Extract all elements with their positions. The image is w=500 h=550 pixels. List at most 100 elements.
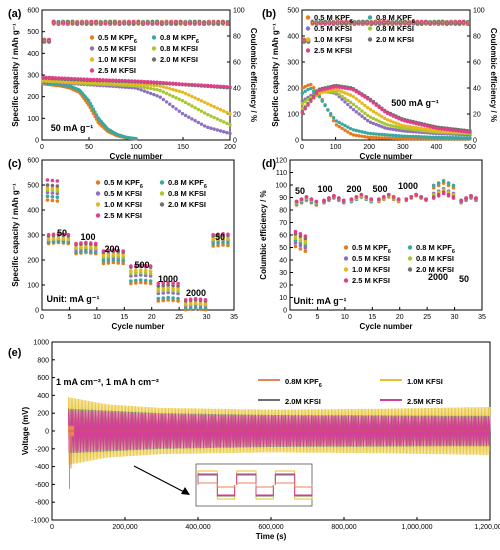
legend-label: 0.8M KPF6 — [285, 377, 322, 389]
ce-point — [331, 20, 336, 25]
data-point — [126, 79, 131, 83]
data-point — [408, 134, 413, 139]
data-point — [357, 91, 361, 96]
data-point — [383, 116, 387, 121]
data-point — [55, 195, 60, 200]
data-point — [354, 133, 359, 138]
data-point — [422, 123, 427, 128]
data-point — [371, 135, 376, 140]
data-point — [121, 252, 125, 257]
data-point — [202, 83, 207, 87]
data-point — [130, 79, 134, 83]
data-point — [121, 261, 125, 266]
data-point — [134, 137, 138, 141]
conditions-annotation: 1 mA cm⁻², 1 mA h cm⁻² — [56, 377, 159, 387]
y-axis-label: Columbic efficiency / % — [259, 190, 268, 279]
y-tick-label: 70 — [279, 220, 287, 227]
data-point — [203, 297, 208, 302]
data-point — [314, 199, 319, 204]
data-point — [363, 103, 367, 108]
data-point — [405, 127, 410, 131]
data-point — [221, 243, 225, 247]
y2-tick-label: 20 — [473, 112, 481, 119]
data-point — [417, 126, 421, 130]
data-point — [56, 231, 61, 236]
legend-marker — [305, 26, 311, 31]
data-point — [148, 279, 153, 283]
ce-point — [84, 20, 89, 25]
data-point — [385, 123, 390, 127]
data-point — [176, 291, 180, 296]
data-point — [183, 113, 188, 118]
data-point — [129, 264, 133, 268]
data-point — [148, 264, 153, 268]
data-point — [101, 252, 106, 257]
data-point — [351, 133, 356, 137]
ce-point — [302, 38, 307, 43]
y-tick-label: 80 — [279, 208, 287, 215]
data-point — [134, 268, 138, 273]
data-point — [45, 194, 50, 199]
data-point — [51, 236, 56, 240]
data-point — [180, 82, 185, 86]
ce-point — [70, 19, 75, 24]
data-point — [397, 134, 401, 138]
data-point — [176, 296, 180, 301]
ce-point — [318, 21, 323, 26]
x-tick-label: 600,000 — [258, 524, 283, 531]
rate-label: 1000 — [398, 181, 418, 191]
data-point — [45, 178, 50, 182]
data-point — [354, 110, 359, 114]
data-point — [45, 183, 50, 187]
data-point — [79, 244, 83, 249]
data-point — [419, 126, 424, 131]
ce-point — [150, 19, 155, 24]
ce-point — [449, 20, 454, 25]
x-tick-label: 50 — [85, 144, 93, 151]
data-point — [198, 306, 203, 310]
data-point — [334, 85, 339, 89]
legend-marker — [89, 57, 95, 62]
x-tick-label: 200 — [363, 144, 375, 151]
data-point — [404, 197, 409, 202]
x-tick-label: 200,000 — [112, 524, 137, 531]
data-point — [357, 134, 361, 138]
legend-label: 1.0 M KFSI — [104, 200, 142, 209]
ce-point — [56, 21, 61, 26]
data-point — [188, 297, 193, 302]
data-point — [187, 115, 191, 119]
data-point — [397, 125, 401, 130]
data-point — [391, 127, 395, 132]
data-point — [142, 79, 147, 84]
data-point — [116, 248, 121, 253]
voltage-trace — [68, 410, 491, 452]
data-point — [446, 181, 451, 185]
data-point — [351, 107, 356, 112]
data-point — [206, 83, 210, 88]
data-point — [445, 135, 449, 140]
data-point — [334, 87, 339, 92]
data-point — [371, 132, 376, 136]
ce-point — [211, 20, 216, 25]
x-tick-label: 15 — [368, 314, 376, 321]
data-point — [428, 135, 432, 139]
y-tick-label: 300 — [287, 60, 299, 67]
ce-point — [61, 20, 66, 25]
data-point — [402, 129, 407, 133]
data-point — [177, 82, 181, 86]
data-point — [388, 113, 393, 117]
data-point — [383, 122, 387, 126]
data-point — [368, 120, 373, 125]
data-point — [294, 199, 299, 204]
data-point — [363, 135, 367, 139]
data-point — [346, 86, 350, 91]
data-point — [152, 92, 156, 97]
data-point — [171, 104, 175, 109]
data-point — [218, 129, 223, 133]
data-point — [212, 84, 216, 88]
data-point — [332, 193, 336, 198]
data-point — [351, 102, 356, 107]
data-point — [177, 89, 181, 94]
ce-point — [178, 19, 183, 24]
panel-label: (d) — [262, 158, 276, 170]
